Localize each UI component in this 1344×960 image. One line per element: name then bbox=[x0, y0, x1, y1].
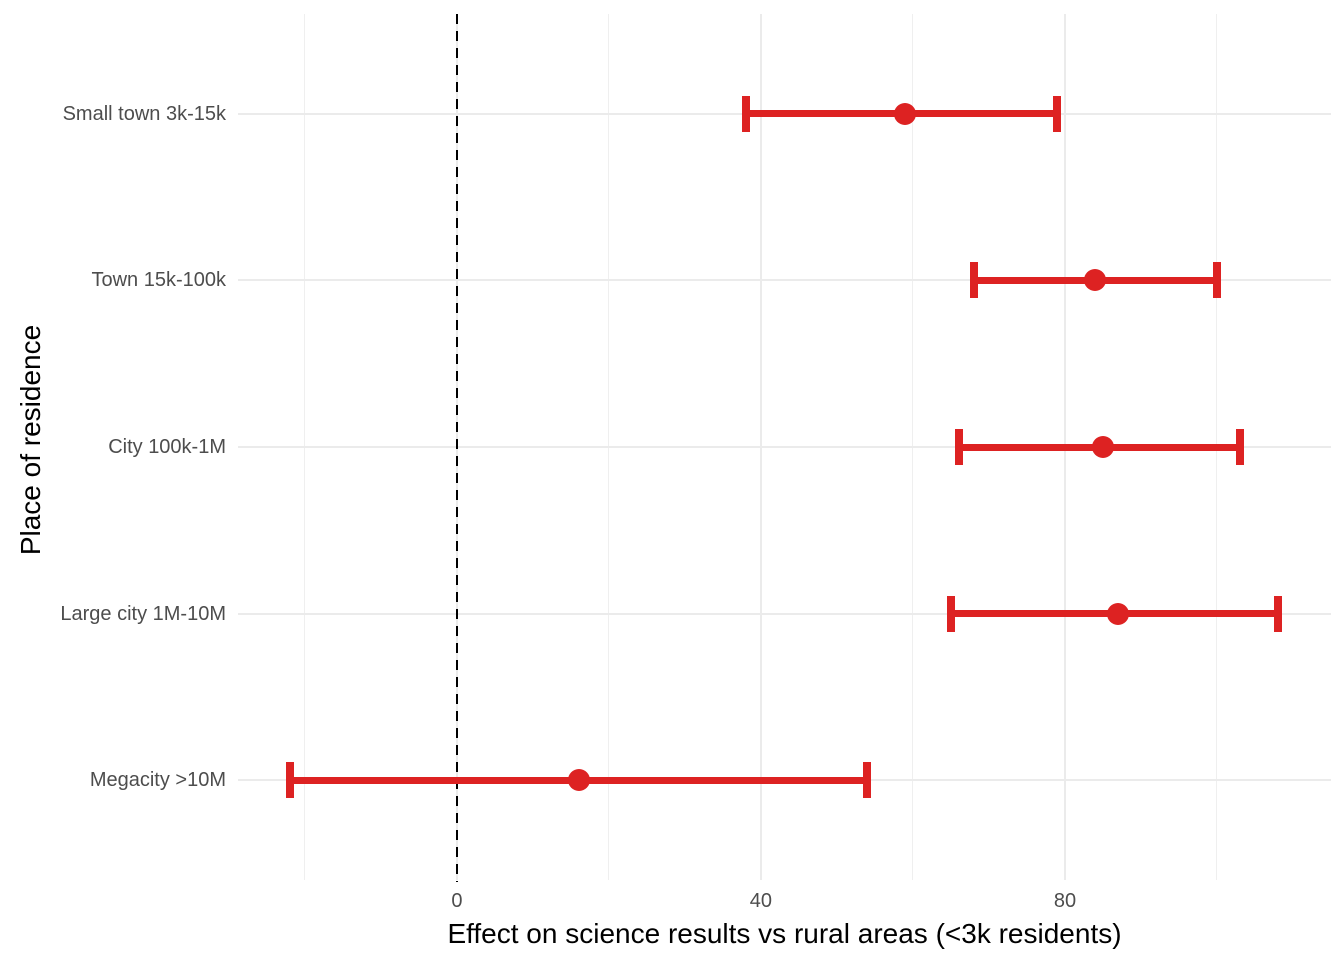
x-tick-label: 40 bbox=[749, 890, 773, 912]
error-bar-cap-high bbox=[1235, 429, 1244, 465]
grid-major-hline bbox=[238, 612, 1331, 615]
point-estimate bbox=[1084, 269, 1107, 292]
y-tick-label: Megacity >10M bbox=[89, 769, 226, 792]
y-tick-label: Small town 3k-15k bbox=[62, 102, 226, 125]
error-bar-cap-low bbox=[954, 429, 963, 465]
y-axis-title: Place of residence bbox=[15, 324, 46, 556]
y-tick-label: Town 15k-100k bbox=[91, 269, 226, 292]
error-bar-cap-high bbox=[863, 762, 872, 799]
error-bar-cap-low bbox=[946, 595, 955, 632]
error-bar-cap-low bbox=[969, 262, 978, 299]
grid-major-hline bbox=[238, 279, 1331, 282]
x-tick-label: 80 bbox=[1053, 890, 1077, 912]
point-estimate bbox=[1091, 436, 1114, 458]
y-tick-label: City 100k-1M bbox=[108, 436, 226, 458]
error-bar-cap-high bbox=[1212, 262, 1221, 299]
y-tick-label: Large city 1M-10M bbox=[60, 602, 226, 625]
zero-reference-line bbox=[455, 14, 458, 882]
point-estimate bbox=[1107, 602, 1130, 625]
error-bar-cap-low bbox=[741, 95, 750, 132]
x-axis-title: Effect on science results vs rural areas… bbox=[447, 918, 1122, 949]
x-tick-label: 0 bbox=[451, 890, 463, 912]
error-bar-cap-low bbox=[285, 762, 294, 799]
error-bar-cap-high bbox=[1273, 595, 1282, 632]
error-bar-cap-high bbox=[1053, 95, 1062, 132]
grid-major-hline bbox=[238, 446, 1331, 448]
point-estimate bbox=[567, 769, 590, 792]
point-estimate bbox=[894, 102, 917, 125]
